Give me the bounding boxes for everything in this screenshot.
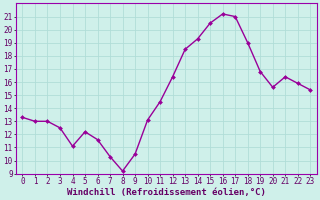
X-axis label: Windchill (Refroidissement éolien,°C): Windchill (Refroidissement éolien,°C) (67, 188, 266, 197)
